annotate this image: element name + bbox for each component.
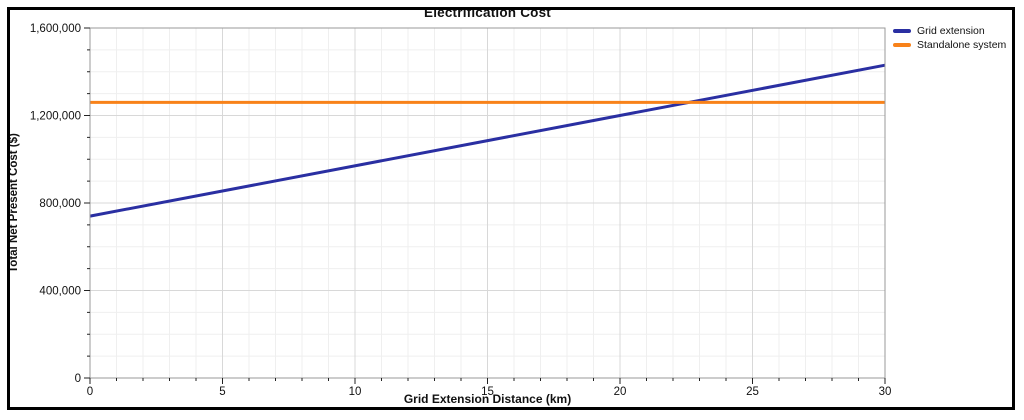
svg-text:800,000: 800,000 [39, 198, 81, 210]
svg-text:20: 20 [614, 386, 627, 398]
legend-label-grid-extension: Grid extension [917, 24, 985, 37]
y-axis-label: Total Net Present Cost ($) [8, 133, 20, 273]
svg-text:400,000: 400,000 [39, 286, 81, 298]
svg-text:15: 15 [481, 386, 494, 398]
svg-text:5: 5 [219, 386, 225, 398]
svg-text:30: 30 [879, 386, 892, 398]
legend: Grid extension Standalone system [893, 24, 1012, 52]
legend-item-standalone-system: Standalone system [893, 38, 1012, 51]
svg-text:1,600,000: 1,600,000 [30, 23, 81, 35]
svg-text:0: 0 [87, 386, 93, 398]
svg-text:25: 25 [746, 386, 759, 398]
x-axis-label: Grid Extension Distance (km) [403, 392, 572, 406]
svg-text:10: 10 [349, 386, 362, 398]
legend-label-standalone-system: Standalone system [917, 38, 1007, 51]
svg-text:0: 0 [75, 373, 81, 385]
standalone-system-line-swatch [893, 42, 911, 47]
grid-extension-line-swatch [893, 28, 911, 33]
legend-item-grid-extension: Grid extension [893, 24, 1012, 37]
chart-title: Electrification Cost [423, 5, 552, 20]
svg-text:1,200,000: 1,200,000 [30, 111, 81, 123]
